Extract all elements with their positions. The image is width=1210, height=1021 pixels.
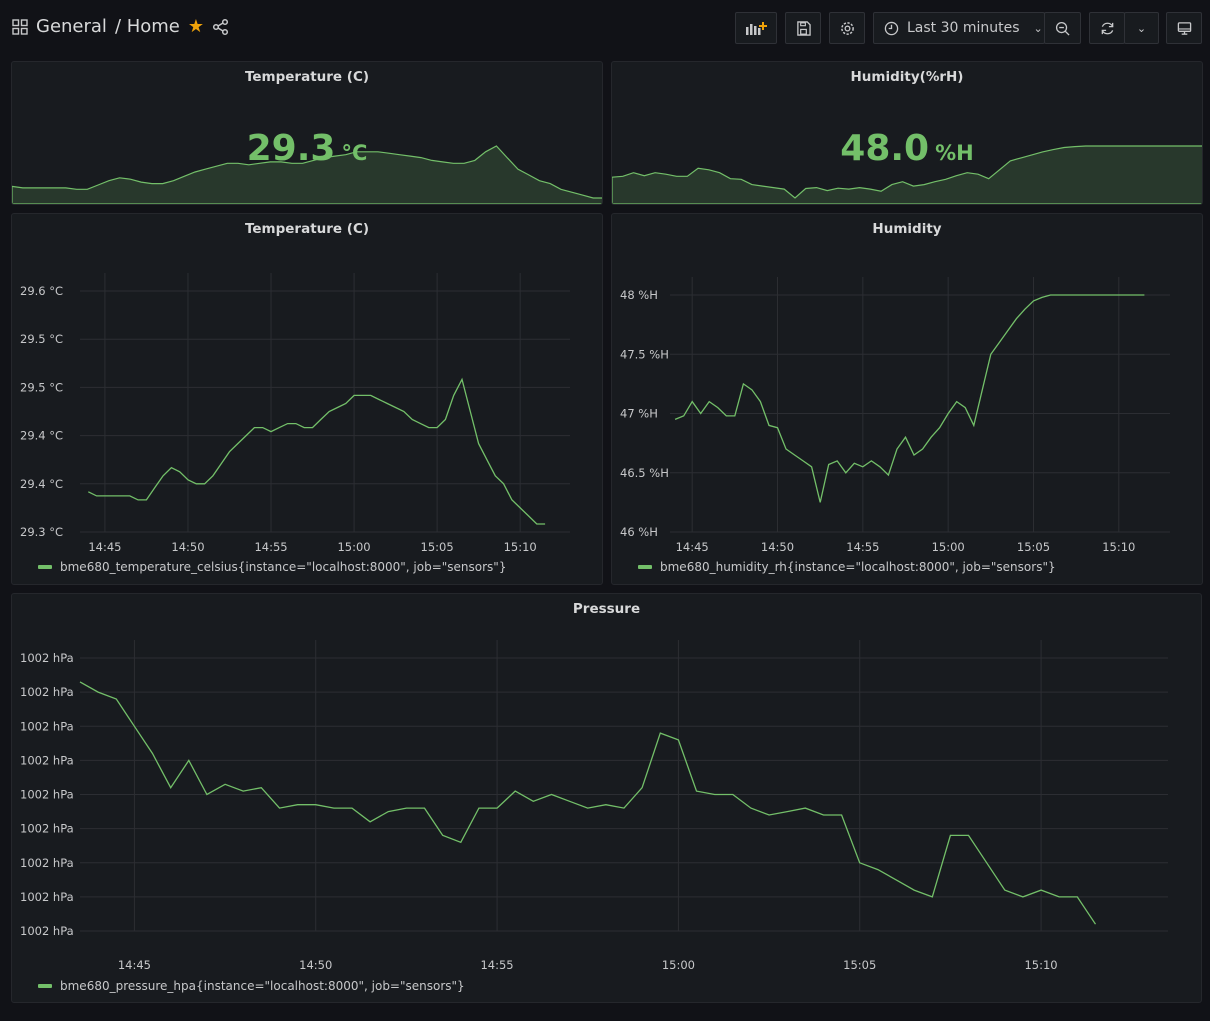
x-tick-label: 15:10 (1102, 540, 1135, 554)
y-tick-label: 46.5 %H (620, 466, 669, 480)
humidity-sparkline (612, 145, 1202, 204)
temperature-sparkline (12, 145, 602, 204)
x-tick-label: 14:55 (480, 958, 513, 972)
series-line[interactable] (88, 377, 546, 525)
stat-unit: °C (341, 141, 368, 165)
pressure-graph-panel[interactable]: Pressure 1002 hPa 1002 hPa 1002 hPa 1002 hP… (11, 593, 1202, 1003)
chevron-down-icon: ⌄ (1136, 21, 1147, 35)
legend-swatch (38, 565, 52, 569)
stat-number: 29.3 (246, 128, 336, 169)
humidity-graph-panel[interactable]: Humidity 48 %H 47.5 %H 47 %H 46.5 %H 46 %H 14… (611, 213, 1203, 585)
panel-title: Temperature (C) (244, 221, 370, 237)
panel-title: Humidity(%rH) (850, 69, 964, 85)
legend-swatch (638, 565, 652, 569)
x-tick-label: 14:55 (254, 540, 287, 554)
y-tick-label: 1002 hPa (20, 719, 74, 733)
y-tick-label: 29.4 °C (20, 429, 63, 443)
add-panel-icon (746, 22, 767, 35)
x-tick-label: 15:10 (1024, 958, 1057, 972)
x-tick-label: 14:55 (846, 540, 879, 554)
series-line[interactable] (674, 294, 1145, 503)
stat-unit: %H (935, 141, 974, 165)
zoom-out-icon (1055, 21, 1070, 36)
y-tick-label: 29.6 °C (20, 284, 63, 298)
share-icon[interactable] (212, 18, 230, 36)
y-tick-label: 29.3 °C (20, 525, 63, 539)
x-tick-label: 14:45 (118, 958, 151, 972)
y-tick-label: 1002 hPa (20, 856, 74, 870)
y-tick-label: 1002 hPa (20, 685, 74, 699)
legend-label: bme680_pressure_hpa{instance="localhost:… (60, 979, 465, 993)
dashboard-grid-icon (12, 18, 28, 35)
series-line[interactable] (79, 681, 1097, 925)
x-tick-label: 14:50 (761, 540, 794, 554)
breadcrumb-dashboard[interactable]: / Home (114, 16, 180, 37)
chart-legend[interactable]: bme680_humidity_rh{instance="localhost:8… (638, 560, 1056, 574)
add-panel-button[interactable] (735, 12, 777, 44)
chart-legend[interactable]: bme680_pressure_hpa{instance="localhost:… (38, 979, 465, 993)
temperature-stat-panel[interactable]: Temperature (C) 29.3 °C (11, 61, 603, 205)
humidity-chart[interactable]: 48 %H 47.5 %H 47 %H 46.5 %H 46 %H 14:45 14:50 1… (612, 214, 1203, 585)
x-tick-label: 15:10 (504, 540, 537, 554)
panel-title: Temperature (C) (244, 69, 370, 85)
y-tick-label: 47.5 %H (620, 347, 669, 361)
temperature-graph-panel[interactable]: Temperature (C) 29.6 °C 29.5 °C 29.5 °C 29.… (11, 213, 603, 585)
legend-label: bme680_temperature_celsius{instance="loc… (60, 560, 507, 574)
gear-icon (840, 21, 854, 35)
x-tick-label: 15:00 (337, 540, 370, 554)
y-tick-label: 46 %H (620, 525, 658, 539)
star-icon[interactable]: ★ (187, 15, 205, 37)
breadcrumb-folder[interactable]: General (36, 16, 107, 37)
panel-title: Humidity (872, 221, 942, 237)
x-tick-label: 15:05 (1017, 540, 1050, 554)
x-tick-label: 14:50 (171, 540, 204, 554)
top-navbar: General / Home ★ Last 30 minu (0, 0, 1210, 58)
refresh-button[interactable] (1089, 12, 1125, 44)
refresh-icon (1101, 22, 1113, 34)
humidity-stat-panel[interactable]: Humidity(%rH) 48.0 %H (611, 61, 1203, 205)
chevron-down-icon: ⌄ (1033, 21, 1043, 35)
y-tick-label: 29.5 °C (20, 380, 63, 394)
legend-label: bme680_humidity_rh{instance="localhost:8… (660, 560, 1056, 574)
save-icon (796, 20, 811, 36)
sparkline-area (612, 145, 1202, 204)
chart-legend[interactable]: bme680_temperature_celsius{instance="loc… (38, 560, 506, 574)
y-tick-label: 48 %H (620, 288, 658, 302)
x-tick-label: 15:00 (932, 540, 965, 554)
temperature-chart[interactable]: 29.6 °C 29.5 °C 29.5 °C 29.4 °C 29.4 °C 29.3 … (12, 214, 603, 585)
tv-icon (1177, 21, 1191, 35)
breadcrumb: General / Home ★ (12, 16, 230, 37)
y-tick-label: 1002 hPa (20, 890, 74, 904)
y-tick-label: 1002 hPa (20, 753, 74, 767)
refresh-interval-dropdown[interactable]: ⌄ (1124, 12, 1159, 44)
y-tick-label: 29.5 °C (20, 332, 63, 346)
clock-icon (884, 21, 899, 35)
stat-number: 48.0 (840, 128, 930, 169)
y-tick-label: 1002 hPa (20, 651, 74, 665)
y-tick-label: 47 %H (620, 407, 658, 421)
time-range-picker[interactable]: Last 30 minutes ⌄ (873, 12, 1045, 44)
tv-mode-button[interactable] (1166, 12, 1202, 44)
save-dashboard-button[interactable] (785, 12, 821, 44)
x-tick-label: 15:05 (421, 540, 454, 554)
legend-swatch (38, 984, 52, 988)
x-tick-label: 15:00 (662, 958, 695, 972)
dashboard-settings-button[interactable] (829, 12, 865, 44)
humidity-stat-value: 48.0 %H (612, 128, 1202, 169)
sparkline-area (12, 145, 602, 204)
y-tick-label: 1002 hPa (20, 924, 74, 938)
temperature-stat-value: 29.3 °C (12, 128, 602, 169)
x-tick-label: 14:45 (676, 540, 709, 554)
zoom-out-button[interactable] (1044, 12, 1081, 44)
x-tick-label: 14:50 (299, 958, 332, 972)
y-tick-label: 1002 hPa (20, 822, 74, 836)
x-tick-label: 15:05 (843, 958, 876, 972)
time-range-label: Last 30 minutes (907, 20, 1020, 36)
pressure-chart[interactable]: 1002 hPa 1002 hPa 1002 hPa 1002 hPa 1002 hPa… (12, 594, 1202, 1003)
panel-title: Pressure (572, 601, 641, 617)
y-tick-label: 1002 hPa (20, 788, 74, 802)
y-tick-label: 29.4 °C (20, 477, 63, 491)
x-tick-label: 14:45 (88, 540, 121, 554)
